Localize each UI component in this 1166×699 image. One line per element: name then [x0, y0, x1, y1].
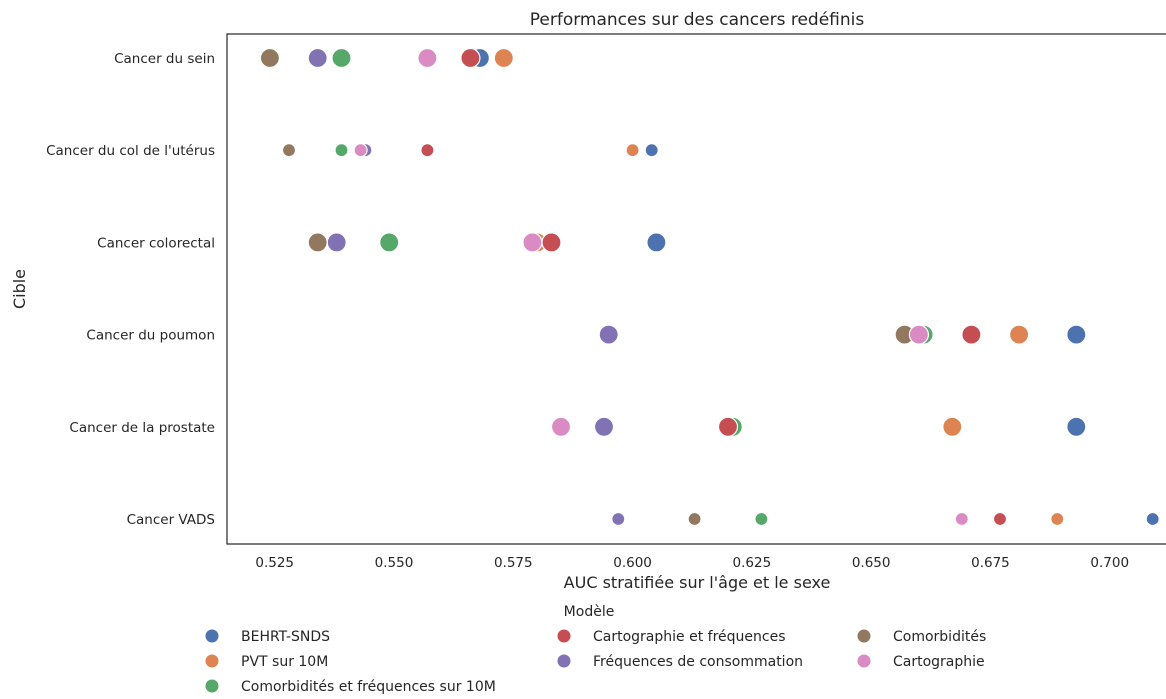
legend-label: Comorbidités	[893, 629, 986, 645]
data-point	[598, 324, 619, 345]
data-point	[334, 143, 349, 158]
legend-marker	[556, 653, 572, 669]
legend-marker	[856, 628, 872, 644]
data-point	[644, 143, 659, 158]
data-point	[961, 324, 982, 345]
y-tick-label: Cancer VADS	[127, 512, 215, 528]
data-point	[625, 143, 640, 158]
data-point	[942, 416, 963, 437]
legend-label: BEHRT-SNDS	[241, 629, 330, 645]
chart-title: Performances sur des cancers redéfinis	[530, 10, 865, 30]
x-tick-label: 0.575	[494, 555, 533, 571]
data-point	[717, 416, 739, 437]
legend-marker	[204, 678, 220, 694]
x-tick-label: 0.525	[255, 555, 294, 571]
legend-marker	[556, 628, 572, 644]
y-axis-label: Cible	[10, 269, 29, 309]
data-point	[307, 47, 328, 69]
y-tick-label: Cancer du col de l'utérus	[46, 143, 215, 159]
data-point	[646, 232, 667, 253]
data-point	[541, 232, 562, 253]
data-point	[353, 143, 368, 158]
data-point	[1050, 511, 1065, 527]
data-point	[1066, 416, 1087, 437]
y-tick-label: Cancer colorectal	[97, 235, 215, 251]
data-point	[550, 416, 572, 437]
data-point	[460, 47, 481, 69]
data-point	[331, 47, 352, 69]
y-tick-label: Cancer de la prostate	[69, 420, 215, 436]
y-tick-label: Cancer du sein	[114, 51, 215, 67]
plot-frame	[226, 33, 1166, 545]
data-point	[307, 232, 328, 253]
legend-label: PVT sur 10M	[241, 654, 328, 670]
data-point	[1066, 324, 1087, 345]
y-tick-labels: Cancer du sein Cancer du col de l'utérus C…	[46, 51, 215, 528]
y-tick-label: Cancer du poumon	[86, 328, 215, 344]
data-point	[420, 143, 435, 158]
x-tick-labels: 0.525 0.550 0.575 0.600 0.625 0.650 0.675 0.700	[255, 555, 1129, 571]
legend-label: Fréquences de consommation	[593, 654, 803, 670]
x-axis-label: AUC stratifiée sur l'âge et le sexe	[564, 573, 831, 592]
data-point	[954, 511, 969, 527]
x-tick-label: 0.650	[852, 555, 891, 571]
x-tick-label: 0.550	[375, 555, 414, 571]
data-point	[522, 232, 543, 253]
legend-marker	[204, 653, 220, 669]
data-points	[259, 47, 1160, 527]
data-point	[1008, 324, 1030, 345]
legend-marker	[856, 653, 872, 669]
legend-label: Comorbidités et fréquences sur 10M	[241, 679, 496, 695]
data-point	[687, 511, 702, 527]
x-tick-label: 0.625	[733, 555, 772, 571]
data-point	[908, 324, 930, 345]
data-point	[1145, 511, 1160, 527]
legend-marker	[204, 628, 220, 644]
legend-title: Modèle	[564, 604, 615, 620]
x-tick-label: 0.600	[613, 555, 652, 571]
data-point	[417, 47, 438, 69]
data-point	[259, 47, 280, 69]
legend-label: Cartographie	[893, 654, 985, 670]
data-point	[379, 232, 400, 253]
data-point	[593, 416, 615, 437]
data-point	[992, 511, 1008, 527]
data-point	[611, 511, 626, 527]
x-tick-label: 0.700	[1090, 555, 1129, 571]
data-point	[326, 232, 347, 253]
legend-label: Cartographie et fréquences	[593, 629, 786, 645]
x-tick-label: 0.675	[971, 555, 1010, 571]
legend: BEHRT-SNDS Cartographie et fréquences Como…	[204, 628, 986, 695]
data-point	[754, 511, 769, 527]
data-point	[281, 143, 297, 158]
data-point	[493, 47, 514, 69]
